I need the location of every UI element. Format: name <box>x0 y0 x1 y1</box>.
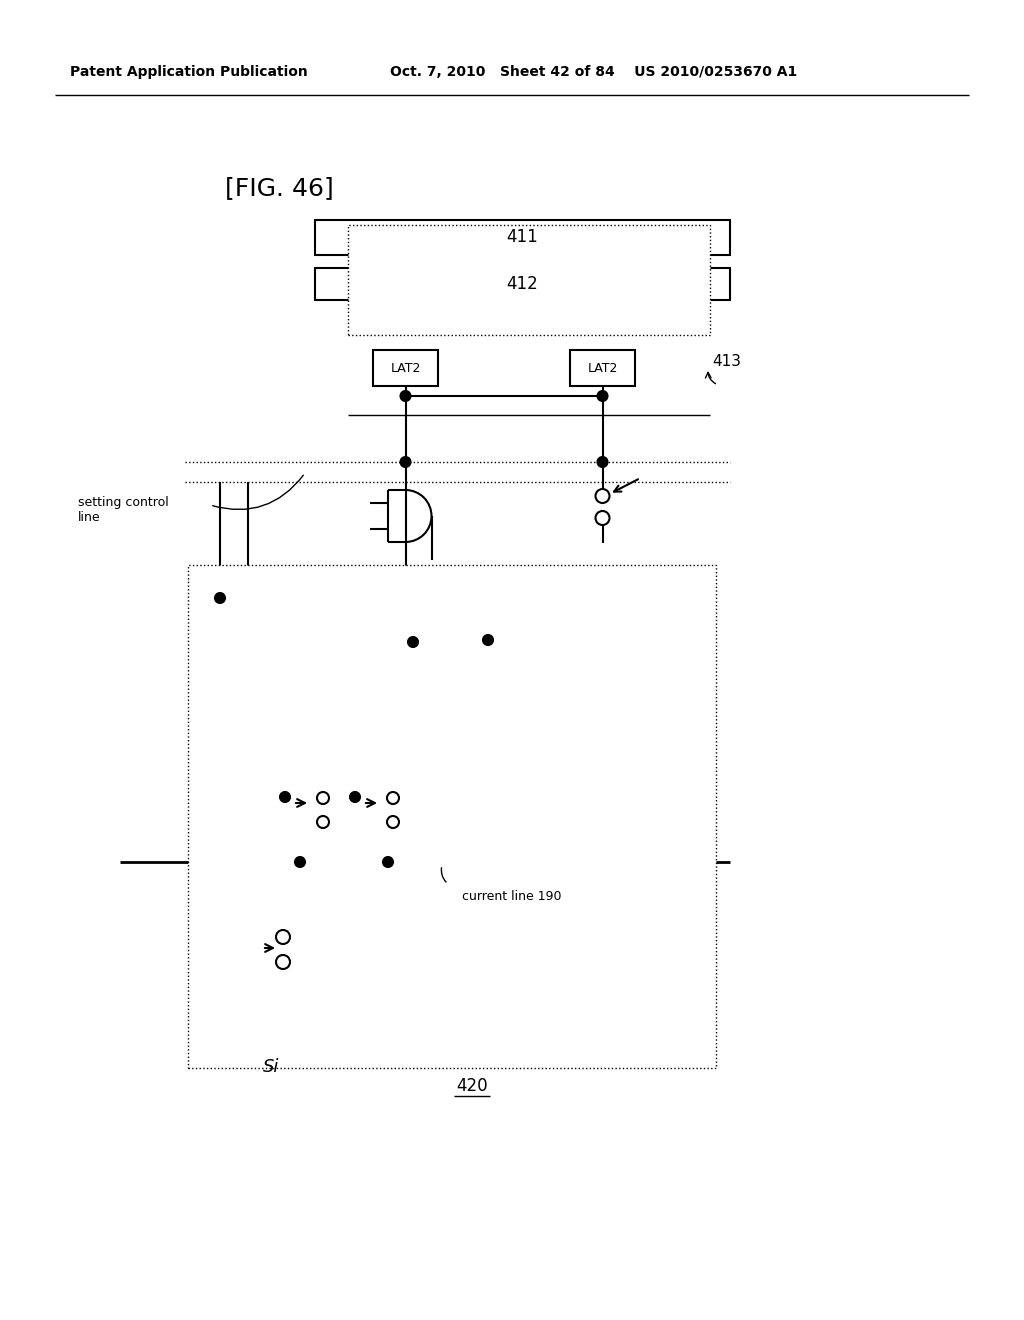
Text: LAT2: LAT2 <box>390 362 421 375</box>
Circle shape <box>280 792 290 803</box>
Circle shape <box>596 511 609 525</box>
FancyBboxPatch shape <box>373 350 438 385</box>
Circle shape <box>597 457 607 467</box>
Text: 412: 412 <box>507 275 539 293</box>
FancyBboxPatch shape <box>188 565 716 1068</box>
Circle shape <box>597 391 607 401</box>
Circle shape <box>387 792 399 804</box>
Text: 413: 413 <box>712 355 741 370</box>
Circle shape <box>383 857 393 867</box>
Circle shape <box>387 816 399 828</box>
Circle shape <box>483 635 493 645</box>
Circle shape <box>596 488 609 503</box>
Text: 411: 411 <box>507 228 539 247</box>
Text: Oct. 7, 2010   Sheet 42 of 84    US 2010/0253670 A1: Oct. 7, 2010 Sheet 42 of 84 US 2010/0253… <box>390 65 798 79</box>
Circle shape <box>276 954 290 969</box>
FancyBboxPatch shape <box>570 350 635 385</box>
FancyBboxPatch shape <box>315 220 730 255</box>
Circle shape <box>400 457 411 467</box>
Circle shape <box>276 931 290 944</box>
Circle shape <box>317 816 329 828</box>
Circle shape <box>400 391 411 401</box>
Text: current line 190: current line 190 <box>462 890 561 903</box>
FancyBboxPatch shape <box>315 268 730 300</box>
Circle shape <box>317 792 329 804</box>
Text: LAT2: LAT2 <box>588 362 617 375</box>
Circle shape <box>408 638 418 647</box>
Circle shape <box>215 593 225 603</box>
Text: Si: Si <box>263 1059 280 1076</box>
Text: setting control
line: setting control line <box>78 496 169 524</box>
Text: [FIG. 46]: [FIG. 46] <box>225 176 334 201</box>
Text: 420: 420 <box>456 1077 487 1096</box>
Text: Patent Application Publication: Patent Application Publication <box>70 65 308 79</box>
FancyBboxPatch shape <box>348 224 710 335</box>
Circle shape <box>350 792 360 803</box>
Circle shape <box>295 857 305 867</box>
